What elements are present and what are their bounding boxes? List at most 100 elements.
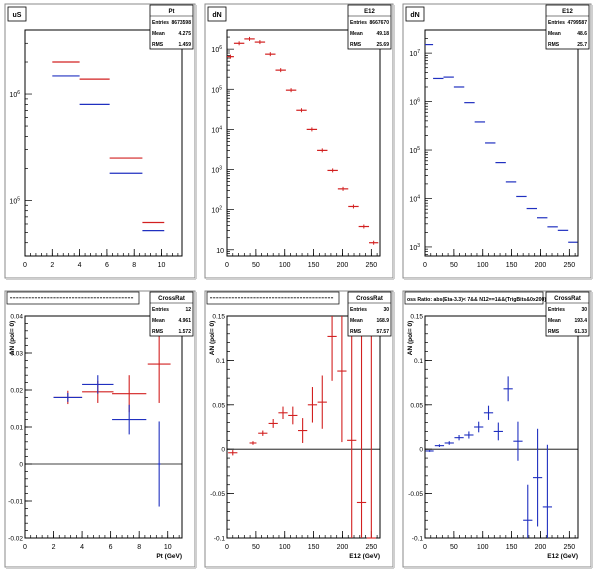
stats-value: 8673598 <box>172 20 192 26</box>
title-box <box>404 291 544 305</box>
stats-title: Pt <box>169 9 175 15</box>
title-smudge <box>118 297 121 299</box>
x-tick-label: 250 <box>365 544 377 551</box>
title-smudge <box>284 297 287 299</box>
x-tick-label: 150 <box>506 544 518 551</box>
stats-key: RMS <box>152 42 164 48</box>
title-smudge <box>265 297 268 299</box>
y-tick-label: 105 <box>211 85 222 94</box>
x-tick-label: 0 <box>423 544 427 551</box>
stats-value: 61.33 <box>574 329 587 335</box>
chart-panel-3: 0 50 100 150 200 250 107 106 105 104 103 dN E12 Entri… <box>402 3 593 280</box>
y-axis-title: AN (pol= 0) <box>209 321 216 356</box>
title-smudge <box>306 297 309 299</box>
stats-value: 30 <box>581 307 587 313</box>
title-smudge <box>321 297 324 299</box>
stats-value: 4.961 <box>178 318 191 324</box>
title-smudge <box>324 297 327 299</box>
title-smudge <box>244 297 247 299</box>
x-tick-label: 0 <box>225 262 229 269</box>
y-tick-label: -0.02 <box>8 536 23 543</box>
x-tick-label: 200 <box>535 544 547 551</box>
title-smudge <box>99 297 103 299</box>
x-tick-label: 100 <box>477 544 489 551</box>
x-tick-label: 2 <box>52 544 56 551</box>
stats-value: 48.6 <box>577 31 587 37</box>
title-smudge <box>13 297 16 299</box>
title-smudge <box>281 297 284 299</box>
y-tick-label: 0.01 <box>10 425 23 432</box>
title-smudge <box>312 297 315 299</box>
stats-value: 57.57 <box>376 329 389 335</box>
title-smudge <box>241 297 244 299</box>
title-smudge <box>272 297 275 299</box>
stats-key: Entries <box>350 307 367 313</box>
x-tick-label: 200 <box>337 262 349 269</box>
y-tick-label: 106 <box>409 98 420 107</box>
x-tick-label: 150 <box>308 544 320 551</box>
stats-key: Mean <box>152 318 165 324</box>
y-tick-label: 107 <box>409 49 420 58</box>
title-smudge <box>303 297 306 299</box>
stats-title: E12 <box>364 9 375 15</box>
x-tick-label: 8 <box>137 544 141 551</box>
title-smudge <box>262 297 265 299</box>
stats-box <box>347 291 392 337</box>
title-smudge <box>47 297 50 299</box>
stats-title: E12 <box>562 9 573 15</box>
title-smudge <box>278 297 281 299</box>
title-smudge <box>121 297 124 299</box>
stats-key: Entries <box>548 307 565 313</box>
y-tick-label: 0.05 <box>410 402 423 409</box>
x-tick-label: 200 <box>337 544 349 551</box>
title-smudge <box>259 297 262 299</box>
x-tick-label: 0 <box>23 544 27 551</box>
y-tick-label: 0.1 <box>216 358 225 365</box>
title-smudge <box>250 297 253 299</box>
stats-value: 25.7 <box>577 42 587 48</box>
title-smudge <box>296 297 299 299</box>
y-tick-label: 0 <box>19 462 23 469</box>
stats-key: Mean <box>548 318 561 324</box>
title-smudge <box>315 297 318 299</box>
title-smudge <box>268 297 272 299</box>
x-tick-label: 100 <box>477 262 489 269</box>
y-tick-label: 0 <box>221 447 225 454</box>
y-tick-label: -0.05 <box>210 491 225 498</box>
plot-frame <box>226 315 381 539</box>
title-smudge <box>53 297 56 299</box>
chart-panel-6: 0 50 100 150 200 250 -0.1 -0.05 0 0.05 0.1 0.15 oss … <box>402 290 593 569</box>
title-smudge <box>16 297 19 299</box>
stats-value: 30 <box>383 307 389 313</box>
title-smudge <box>84 297 87 299</box>
stats-value: 4799587 <box>568 20 588 26</box>
x-tick-label: 0 <box>225 544 229 551</box>
y-tick-label: 102 <box>211 206 222 215</box>
title-smudge <box>234 297 237 299</box>
title-smudge <box>72 297 75 299</box>
stats-key: Entries <box>548 20 565 26</box>
stats-value: 12 <box>185 307 191 313</box>
corner-label: dN <box>410 12 419 19</box>
corner-label: dN <box>212 12 221 19</box>
stats-box <box>545 4 590 50</box>
title-smudge <box>37 297 41 299</box>
title-smudge <box>327 297 330 299</box>
plot-frame <box>424 315 579 539</box>
stats-value: 8667670 <box>370 20 390 26</box>
x-tick-label: 10 <box>164 544 172 551</box>
x-axis-title: Pt (GeV) <box>156 553 182 560</box>
title-smudge <box>330 297 334 299</box>
corner-label: uS <box>13 12 22 19</box>
y-tick-label: 0.05 <box>212 402 225 409</box>
panel-frame <box>402 3 592 279</box>
title-smudge <box>31 297 34 299</box>
y-tick-label: 104 <box>409 194 420 203</box>
x-tick-label: 200 <box>535 262 547 269</box>
stats-value: 168.9 <box>376 318 389 324</box>
stats-key: Mean <box>350 318 363 324</box>
y-tick-label: -0.01 <box>8 499 23 506</box>
x-tick-label: 6 <box>109 544 113 551</box>
x-tick-label: 6 <box>105 262 109 269</box>
